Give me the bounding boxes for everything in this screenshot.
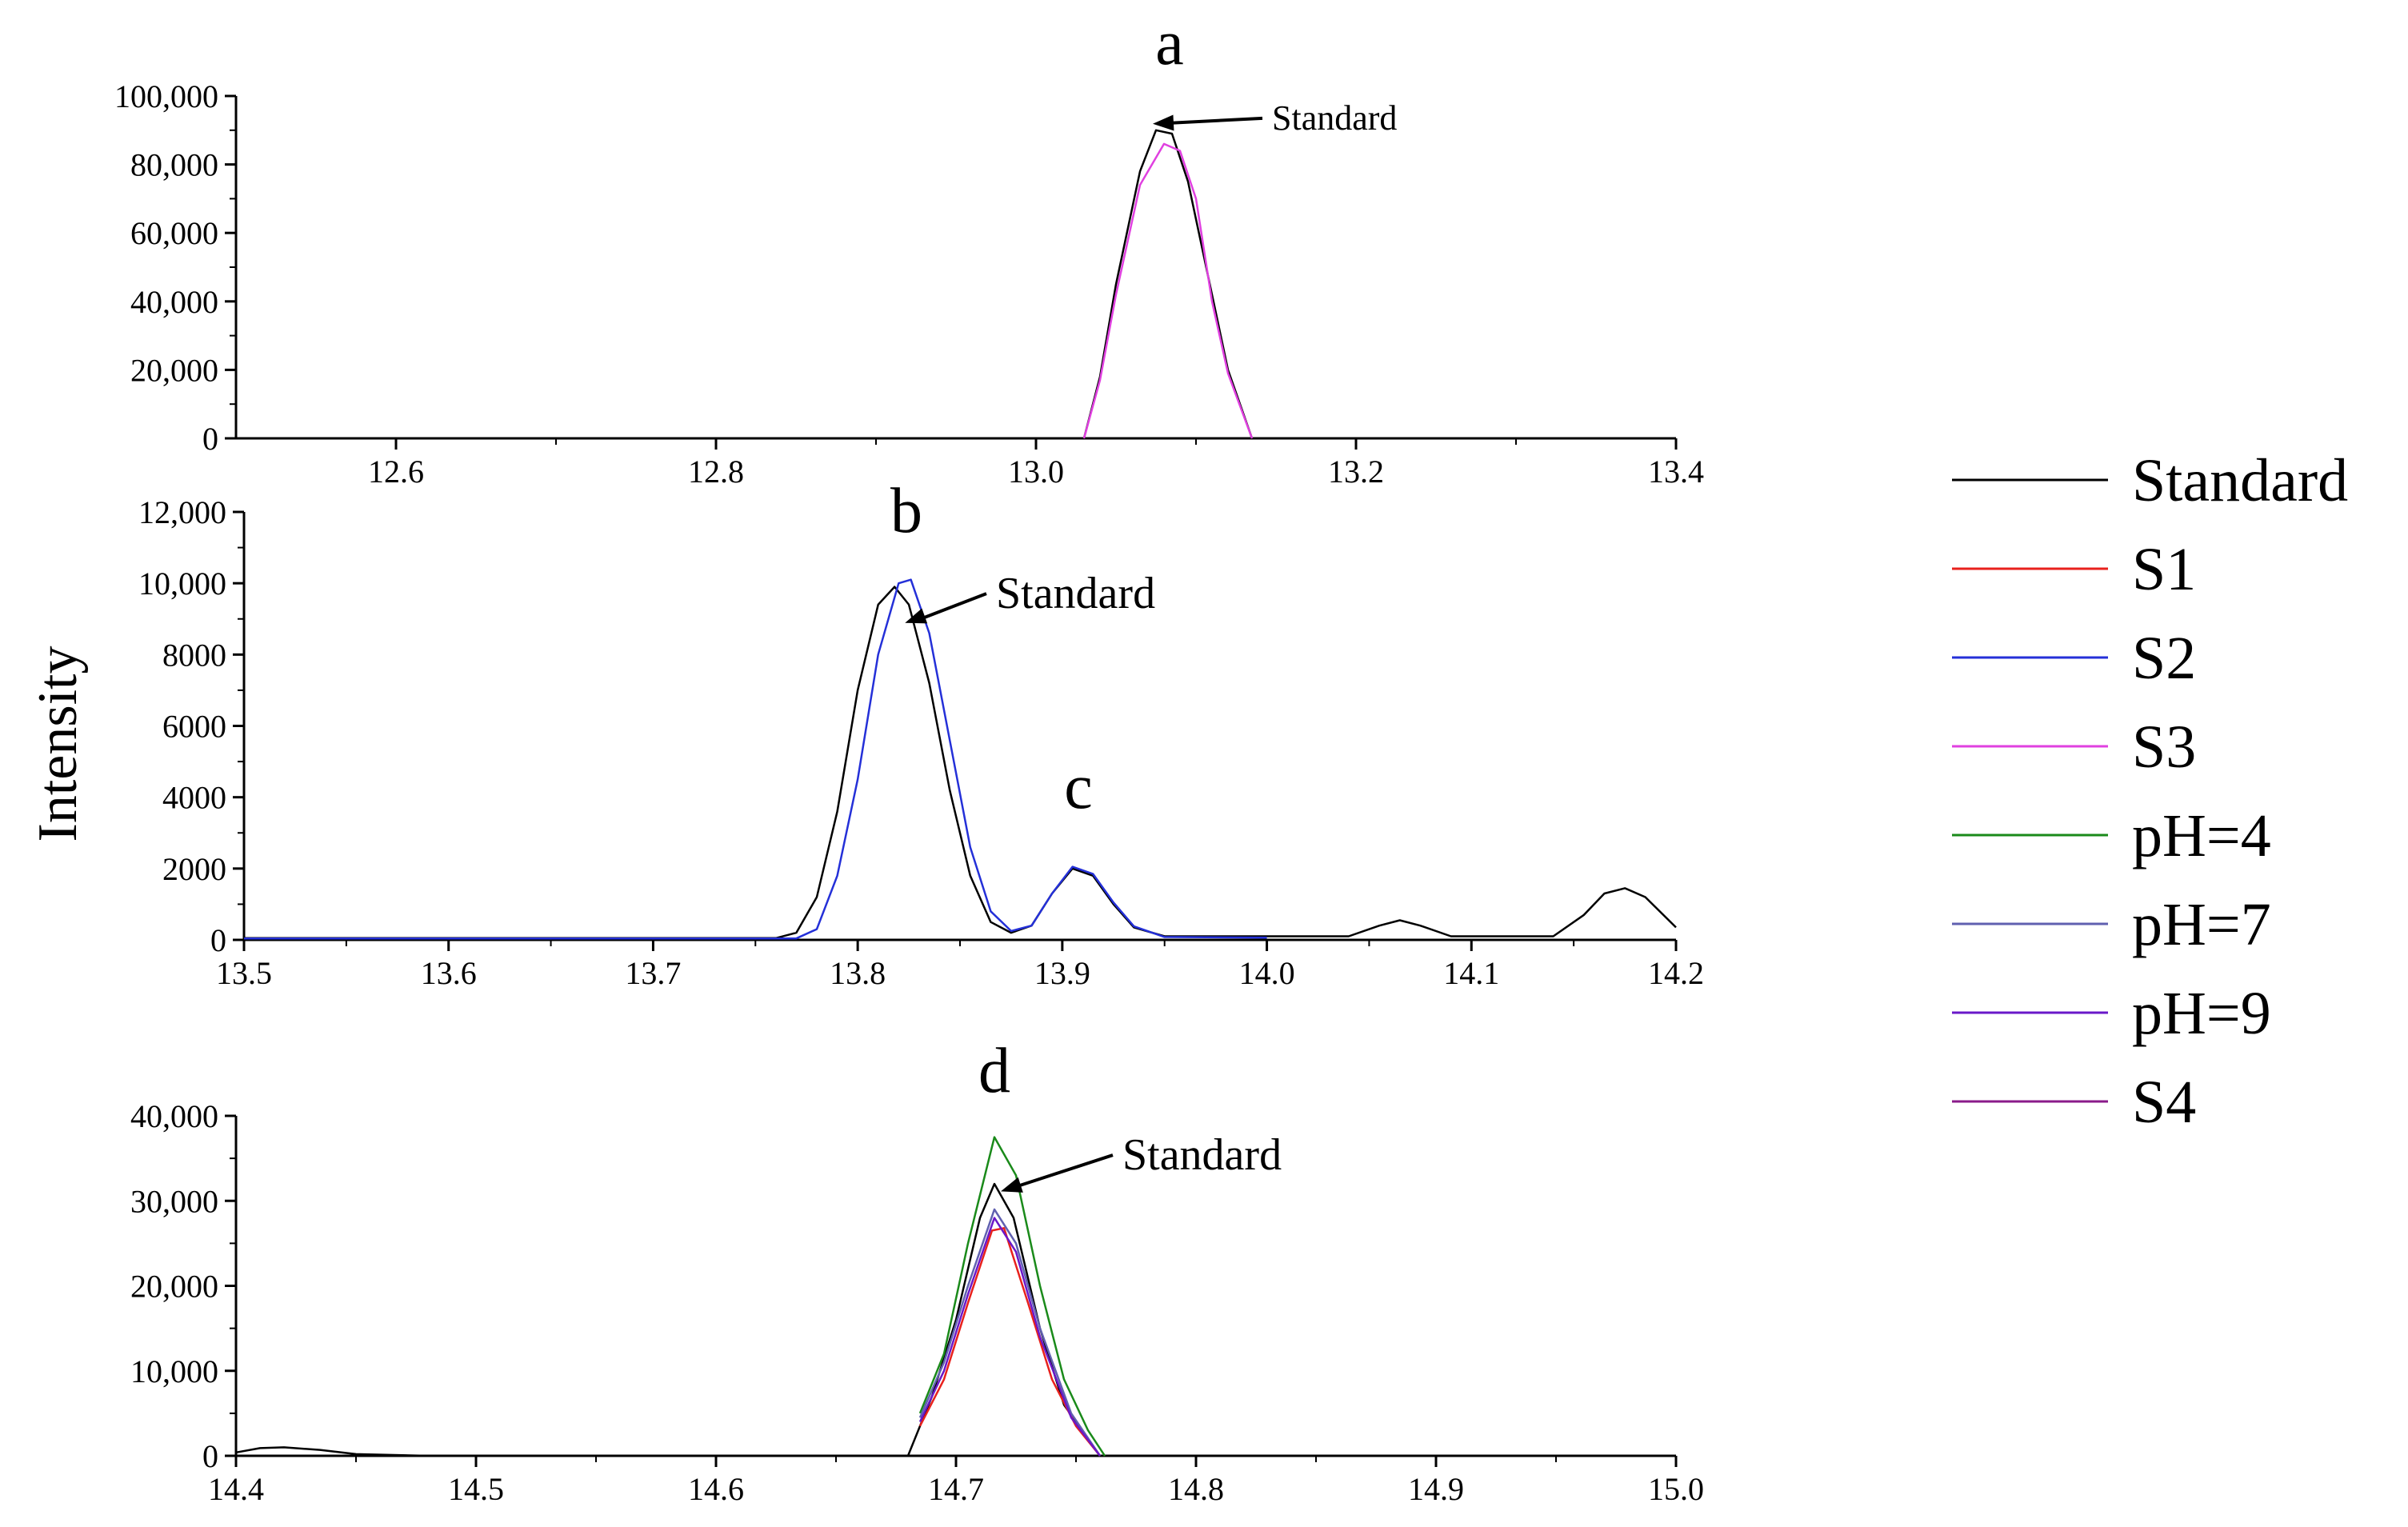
- y-tick-label: 40,000: [130, 1098, 218, 1134]
- x-tick-label: 13.7: [625, 955, 681, 991]
- legend-label: S1: [2132, 536, 2196, 603]
- legend-item: Standard: [1952, 447, 2348, 514]
- legend-item: S2: [1952, 625, 2196, 692]
- panel-d: d 14.4 14.5 14.6 14.7 14.8 14.9 15.0 0 10,000 20,0…: [130, 1036, 1704, 1507]
- series-line-s3: [1082, 142, 1254, 439]
- legend-label: Standard: [2132, 447, 2348, 514]
- x-tick-label: 13.5: [216, 955, 272, 991]
- y-tick-label: 12,000: [138, 494, 226, 530]
- x-tick-label: 13.8: [830, 955, 886, 991]
- x-tick-label: 12.6: [368, 454, 424, 490]
- legend-item: S3: [1952, 714, 2196, 781]
- y-tick-label: 10,000: [130, 1353, 218, 1389]
- x-tick-label: 15.0: [1648, 1471, 1704, 1507]
- legend-label: S3: [2132, 714, 2196, 781]
- legend-item: pH=9: [1952, 980, 2271, 1047]
- series-line-standard: [1082, 129, 1254, 439]
- legend-label: pH=7: [2132, 891, 2271, 958]
- annotation-arrow-shaft: [1166, 116, 1263, 125]
- x-tick-label: 14.9: [1408, 1471, 1464, 1507]
- legend-item: pH=4: [1952, 802, 2271, 869]
- peak-c-label: c: [1064, 752, 1093, 822]
- y-tick-label: 20,000: [130, 352, 218, 388]
- legend-label: pH=9: [2132, 980, 2271, 1047]
- x-tick-label: 13.6: [421, 955, 477, 991]
- legend-item: S4: [1952, 1069, 2196, 1136]
- panel-b-title: b: [890, 476, 922, 546]
- x-tick-label: 14.7: [928, 1471, 984, 1507]
- annotation-arrow-head: [1153, 114, 1174, 131]
- panel-d-title: d: [978, 1036, 1010, 1106]
- series-line-s2: [244, 578, 1267, 940]
- annotation-label: Standard: [1122, 1130, 1282, 1180]
- series-line-ph-9: [918, 1217, 1101, 1457]
- y-tick-label: 20,000: [130, 1269, 218, 1305]
- panel-a-title: a: [1155, 8, 1184, 78]
- annotation-arrow-shaft: [1014, 1153, 1114, 1189]
- x-tick-label: 13.9: [1034, 955, 1090, 991]
- x-tick-label: 13.4: [1648, 454, 1704, 490]
- series-line-standard: [244, 586, 1677, 940]
- y-tick-label: 0: [202, 421, 218, 457]
- annotation-arrow-head: [1001, 1177, 1023, 1193]
- annotation-arrow-head: [905, 608, 928, 624]
- annotation-arrow-shaft: [918, 592, 987, 622]
- series-line-ph-7: [918, 1208, 1102, 1457]
- y-tick-label: 60,000: [130, 215, 218, 251]
- annotation-label: Standard: [996, 569, 1155, 618]
- y-tick-label: 6000: [162, 709, 226, 745]
- y-tick-label: 0: [210, 922, 226, 958]
- x-tick-label: 13.2: [1328, 454, 1384, 490]
- panel-a: a 12.6 12.8 13.0 13.2 13.4 0 20,000 40,000 60,000…: [114, 8, 1704, 490]
- legend-label: S4: [2132, 1069, 2196, 1136]
- legend: Standard S1 S2 S3 pH=4 pH=7 pH=9 S4: [1952, 447, 2348, 1136]
- y-tick-label: 2000: [162, 851, 226, 887]
- y-tick-label: 10,000: [138, 566, 226, 602]
- annotation-label: Standard: [1272, 98, 1397, 138]
- legend-item: pH=7: [1952, 891, 2271, 958]
- x-tick-label: 14.6: [688, 1471, 744, 1507]
- x-tick-label: 14.5: [448, 1471, 504, 1507]
- y-tick-label: 4000: [162, 780, 226, 816]
- legend-label: pH=4: [2132, 802, 2271, 869]
- y-tick-label: 80,000: [130, 147, 218, 183]
- y-tick-label: 30,000: [130, 1183, 218, 1219]
- y-tick-label: 40,000: [130, 284, 218, 320]
- legend-item: S1: [1952, 536, 2196, 603]
- panel-b: b 13.5 13.6 13.7 13.8 13.9 14.0 14.1 14.2 0 2000 40…: [138, 476, 1704, 991]
- x-tick-label: 14.0: [1239, 955, 1295, 991]
- y-tick-label: 8000: [162, 637, 226, 673]
- x-tick-label: 14.8: [1168, 1471, 1224, 1507]
- series-line-standard: [235, 1182, 1196, 1457]
- legend-label: S2: [2132, 625, 2196, 692]
- x-tick-label: 14.1: [1443, 955, 1499, 991]
- x-tick-label: 13.0: [1008, 454, 1064, 490]
- x-tick-label: 12.8: [688, 454, 744, 490]
- x-tick-label: 14.2: [1648, 955, 1704, 991]
- panels-group: a 12.6 12.8 13.0 13.2 13.4 0 20,000 40,000 60,000…: [114, 8, 1704, 1507]
- y-tick-label: 0: [202, 1438, 218, 1474]
- y-axis-label: Intensity: [27, 646, 89, 842]
- x-tick-label: 14.4: [208, 1471, 264, 1507]
- y-tick-label: 100,000: [114, 78, 218, 114]
- series-line-ph-4: [918, 1136, 1106, 1457]
